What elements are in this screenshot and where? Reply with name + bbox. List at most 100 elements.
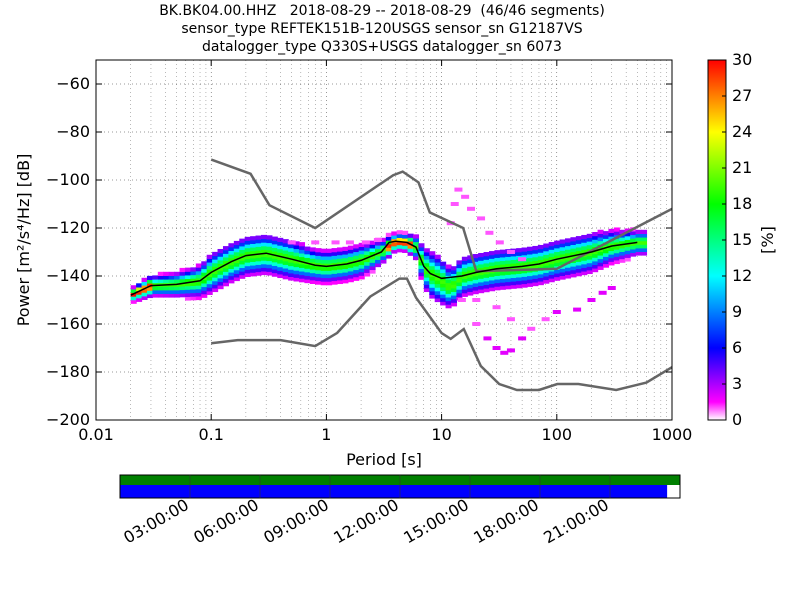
pdf-cell bbox=[212, 277, 219, 282]
pdf-cell bbox=[429, 254, 436, 260]
pdf-cell bbox=[532, 253, 539, 258]
pdf-cell bbox=[472, 257, 479, 262]
pdf-cell bbox=[641, 237, 648, 242]
pdf-cell bbox=[212, 284, 219, 289]
pdf-cell bbox=[613, 252, 620, 257]
pdf-cell bbox=[136, 294, 143, 299]
pdf-cell bbox=[554, 247, 561, 252]
pdf-cell bbox=[505, 281, 512, 286]
pdf-cell bbox=[190, 281, 197, 286]
title-line-1: BK.BK04.00.HHZ 2018-08-29 -- 2018-08-29 … bbox=[159, 3, 605, 19]
pdf-cell bbox=[293, 255, 300, 260]
pdf-cell bbox=[565, 256, 572, 261]
pdf-cell bbox=[429, 269, 436, 274]
pdf-cell bbox=[260, 263, 268, 268]
pdf-cell bbox=[179, 275, 186, 280]
pdf-cell bbox=[624, 242, 631, 248]
pdf-cell bbox=[597, 229, 604, 234]
pdf-cell bbox=[472, 254, 479, 259]
pdf-cell bbox=[565, 238, 572, 243]
pdf-cell bbox=[548, 274, 555, 279]
pdf-cell bbox=[641, 240, 648, 245]
pdf-cell bbox=[423, 280, 430, 285]
pdf-cell bbox=[641, 244, 648, 249]
pdf-cell bbox=[641, 247, 648, 252]
pdf-cell bbox=[298, 263, 306, 268]
pdf-cell bbox=[298, 270, 306, 276]
pdf-cell bbox=[516, 262, 523, 267]
pdf-cell bbox=[271, 268, 278, 274]
pdf-cell bbox=[228, 275, 235, 280]
pdf-cell bbox=[255, 249, 262, 255]
pdf-cell bbox=[396, 237, 403, 242]
pdf-cell bbox=[320, 266, 327, 271]
pdf-cell bbox=[461, 260, 468, 265]
pdf-cell bbox=[206, 290, 213, 295]
pdf-cell bbox=[233, 273, 240, 278]
pdf-cell bbox=[440, 279, 447, 284]
pdf-cell bbox=[565, 270, 572, 275]
pdf-cell bbox=[445, 300, 452, 305]
pdf-cell bbox=[222, 253, 230, 258]
pdf-cell bbox=[532, 271, 539, 276]
x-tick-label: 0.1 bbox=[198, 425, 223, 444]
pdf-cell bbox=[445, 282, 452, 287]
pdf-cell bbox=[592, 260, 599, 265]
pdf-cell bbox=[597, 233, 604, 238]
grid bbox=[95, 60, 672, 421]
pdf-cell bbox=[336, 247, 344, 252]
pdf-cell bbox=[521, 247, 528, 252]
pdf-cell bbox=[559, 271, 566, 277]
pdf-cell bbox=[315, 276, 322, 282]
pdf-cell bbox=[429, 276, 436, 281]
pdf-cell bbox=[364, 261, 371, 266]
pdf-cell bbox=[543, 261, 550, 266]
pdf-cell bbox=[385, 247, 392, 252]
pdf-cell bbox=[527, 264, 534, 269]
pdf-cell bbox=[559, 239, 566, 244]
pdf-cell bbox=[293, 259, 300, 264]
pdf-cell bbox=[613, 238, 620, 243]
pdf-cell bbox=[353, 269, 360, 274]
pdf-cell bbox=[488, 265, 496, 270]
pdf-cell bbox=[445, 264, 452, 269]
pdf-cell bbox=[222, 256, 230, 262]
pdf-cell bbox=[467, 280, 474, 285]
pdf-cell bbox=[407, 233, 414, 238]
pdf-cell bbox=[304, 264, 311, 269]
pdf-cell bbox=[461, 278, 468, 283]
pdf-cell bbox=[271, 272, 278, 277]
pdf-cell bbox=[418, 268, 425, 273]
pdf-cell bbox=[233, 276, 240, 282]
pdf-cell bbox=[505, 277, 512, 283]
pdf-cell bbox=[516, 273, 523, 278]
pdf-cell bbox=[380, 255, 387, 260]
pdf-cell bbox=[320, 263, 327, 268]
pdf-cell bbox=[201, 272, 208, 277]
pdf-cell bbox=[255, 242, 262, 247]
pdf-cell bbox=[543, 275, 550, 281]
pdf-cell bbox=[554, 262, 561, 267]
pdf-cell bbox=[543, 250, 550, 255]
pdf-cell bbox=[478, 281, 485, 286]
pdf-cell bbox=[239, 267, 246, 272]
pdf-cell bbox=[304, 275, 311, 280]
pdf-cell bbox=[597, 240, 604, 245]
pdf-cell bbox=[630, 245, 637, 250]
pdf-cell bbox=[179, 289, 186, 294]
pdf-cell bbox=[450, 284, 458, 289]
pdf-cell bbox=[516, 280, 523, 285]
pdf-cell bbox=[374, 244, 382, 250]
pdf-cell bbox=[266, 246, 273, 251]
pdf-cell bbox=[315, 258, 322, 264]
pdf-cell bbox=[168, 289, 175, 294]
pdf-cell bbox=[293, 277, 300, 282]
pdf-cell bbox=[266, 238, 273, 244]
pdf-cell bbox=[456, 263, 463, 269]
pdf-cell bbox=[271, 265, 278, 270]
pdf-cell bbox=[592, 253, 599, 258]
pdf-cell bbox=[494, 260, 501, 266]
pdf-cell bbox=[597, 258, 604, 263]
pdf-cell bbox=[342, 250, 349, 255]
pdf-cell bbox=[277, 241, 284, 246]
